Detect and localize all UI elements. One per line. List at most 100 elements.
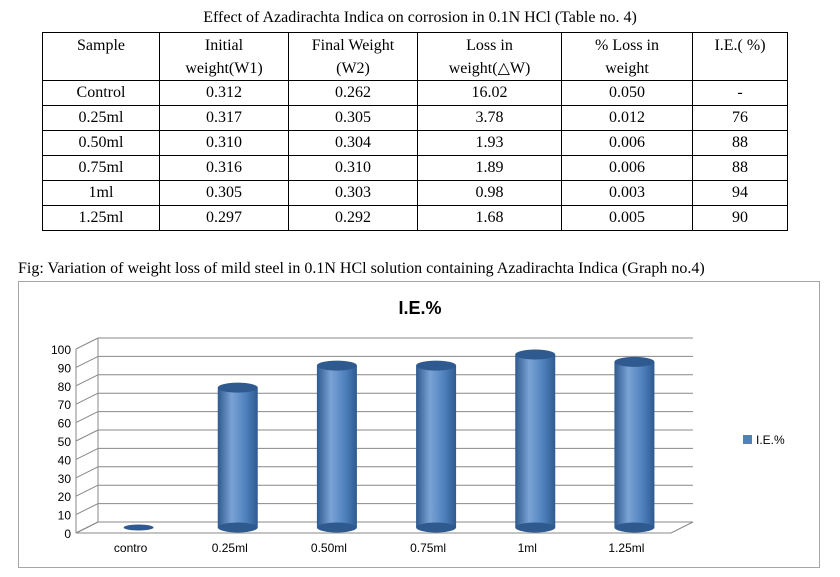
table-cell: 0.305 (288, 105, 418, 131)
y-tick-label: 30 (58, 472, 72, 486)
bar-base (316, 522, 357, 533)
header-line: Sample (77, 37, 125, 54)
bar-base (515, 522, 556, 533)
table-body: Control 0.312 0.262 16.02 0.050-0.25ml 0.317 0… (42, 80, 788, 231)
gridline-side (75, 447, 99, 460)
bar-top (515, 349, 556, 360)
x-tick-label: 1ml (518, 541, 537, 555)
header-line: weight(△W) (448, 60, 531, 77)
bar-zero (123, 524, 154, 531)
table-cell: 3.78 (417, 105, 562, 131)
legend-swatch (743, 435, 752, 444)
header-line (693, 57, 787, 80)
table-cell: 0.050 (561, 80, 693, 106)
table-cell: 0.005 (561, 205, 693, 231)
header-line: weight(W1) (185, 60, 263, 77)
table-cell: 1.89 (417, 155, 562, 181)
table-cell: 0.75ml (42, 155, 160, 181)
table-cell: - (692, 80, 788, 106)
x-tick-label: contro (114, 541, 148, 555)
legend-label: I.E.% (756, 433, 785, 447)
table-row: 1ml 0.305 0.303 0.98 0.003 94 (42, 180, 788, 206)
corrosion-table: Sample Initial weight(W1) Final Weight (W2)… (42, 32, 788, 231)
bar-top (614, 356, 655, 367)
table-caption: Effect of Azadirachta Indica on corrosio… (203, 9, 637, 26)
table-cell: 0.310 (288, 155, 418, 181)
table-cell: 0.304 (288, 130, 418, 156)
table-cell: 1.25ml (42, 205, 160, 231)
gridline-side (75, 484, 99, 497)
chart-floor (75, 521, 694, 534)
bar (515, 354, 556, 528)
table-cell: 94 (692, 180, 788, 206)
table-cell: 0.006 (561, 130, 693, 156)
header-line: weight (605, 60, 649, 77)
table-row: 0.75ml 0.316 0.310 1.89 0.006 88 (42, 155, 788, 181)
header-line: Initial (204, 37, 244, 54)
gridline-side (75, 392, 99, 405)
chart-title: I.E.% (398, 298, 441, 318)
bar-top (217, 382, 258, 393)
table-cell: 0.303 (288, 180, 418, 206)
chart-frame: 0 10 20 30 40 50 60 70 80 90 100 contro 0.25ml 0.50ml… (18, 281, 820, 568)
header-line: I.E.( %) (714, 37, 766, 54)
x-tick-label: 0.75ml (410, 541, 446, 555)
y-tick-label: 60 (58, 417, 72, 431)
bar (217, 387, 258, 528)
bar (416, 365, 457, 528)
x-tick-label: 0.50ml (311, 541, 347, 555)
bar (316, 365, 357, 528)
table-row: Control 0.312 0.262 16.02 0.050- (42, 80, 788, 106)
bar-base (614, 522, 655, 533)
gridline-side (75, 374, 99, 387)
table-cell: 0.012 (561, 105, 693, 131)
gridline-side (75, 411, 99, 424)
x-tick-label: 0.25ml (212, 541, 248, 555)
y-tick-label: 50 (58, 435, 72, 449)
table-cell: 88 (692, 155, 788, 181)
table-cell: 88 (692, 130, 788, 156)
table-header-cell: I.E.( %) (692, 32, 788, 81)
table-cell: 0.297 (159, 205, 289, 231)
table-header-cell: Sample (42, 32, 160, 81)
table-header-cell: Loss in weight(△W) (417, 32, 562, 81)
gridline-side (75, 429, 99, 442)
header-line: Loss in (466, 37, 513, 54)
table-cell: 0.292 (288, 205, 418, 231)
table-cell: 0.310 (159, 130, 289, 156)
header-line (43, 57, 159, 80)
table-header-cell: % Loss in weight (561, 32, 693, 81)
bar-top (416, 360, 457, 371)
table-cell: 1ml (42, 180, 160, 206)
y-tick-label: 70 (58, 398, 72, 412)
table-cell: 0.312 (159, 80, 289, 106)
table-cell: 76 (692, 105, 788, 131)
table-cell: 0.006 (561, 155, 693, 181)
x-tick-label: 1.25ml (608, 541, 644, 555)
table-cell: 0.50ml (42, 130, 160, 156)
table-cell: 0.305 (159, 180, 289, 206)
table-cell: 0.003 (561, 180, 693, 206)
table-row: 0.50ml 0.310 0.304 1.93 0.006 88 (42, 130, 788, 156)
table-cell: 0.262 (288, 80, 418, 106)
table-cell: 16.02 (417, 80, 562, 106)
table-cell: 1.93 (417, 130, 562, 156)
y-tick-label: 90 (58, 361, 72, 375)
gridline-side (75, 466, 99, 479)
y-tick-label: 40 (58, 453, 72, 467)
bar-base (416, 522, 457, 533)
bar-chart: 0 10 20 30 40 50 60 70 80 90 100 contro 0.25ml 0.50ml… (51, 298, 785, 555)
table-cell: 90 (692, 205, 788, 231)
figure-caption: Fig: Variation of weight loss of mild st… (18, 260, 705, 277)
table-cell: 1.68 (417, 205, 562, 231)
gridline-side (75, 503, 99, 516)
table-header-cell: Final Weight (W2) (288, 32, 418, 81)
bar-base (217, 522, 258, 533)
table-cell: 0.98 (417, 180, 562, 206)
table-header-cell: Initial weight(W1) (159, 32, 289, 81)
bar-top (316, 360, 357, 371)
header-line: (W2) (336, 60, 370, 77)
y-tick-label: 0 (64, 527, 71, 541)
table-cell: 0.25ml (42, 105, 160, 131)
table-cell: Control (42, 80, 160, 106)
